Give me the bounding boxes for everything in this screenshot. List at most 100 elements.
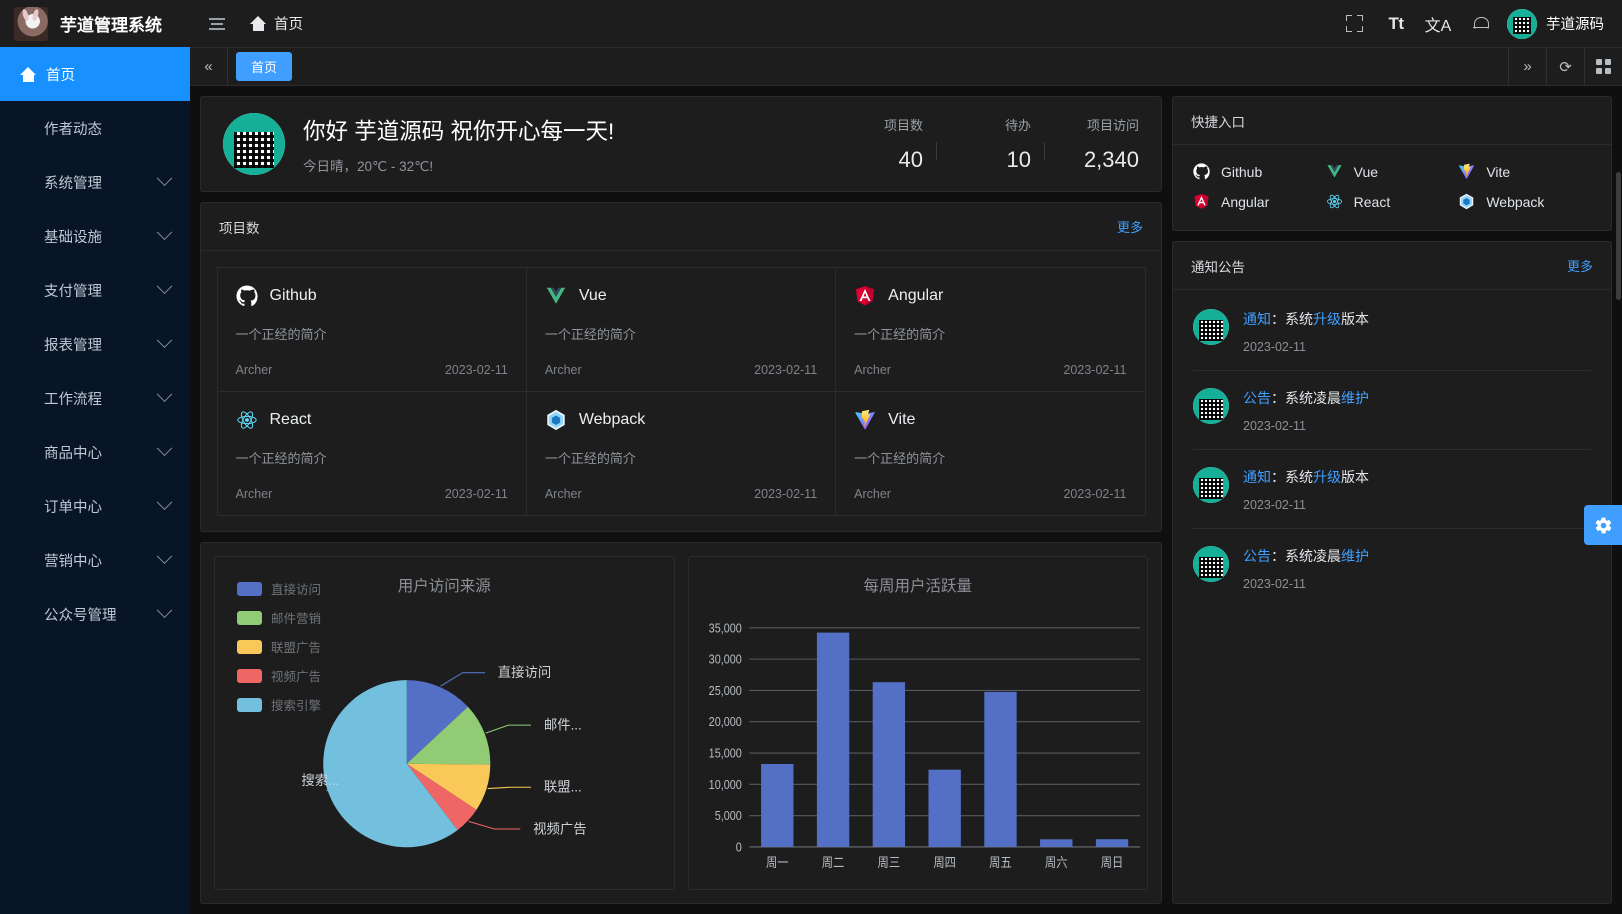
bar-rect[interactable] bbox=[1039, 839, 1072, 847]
project-footer: Archer 2023-02-11 bbox=[854, 487, 1126, 501]
angular-icon bbox=[1194, 193, 1209, 209]
sidebar-item-marketing[interactable]: 营销中心 bbox=[0, 533, 190, 587]
quick-entry-item[interactable]: Webpack bbox=[1458, 193, 1591, 210]
rabbit-logo-icon bbox=[14, 6, 48, 41]
bar-rect[interactable] bbox=[816, 632, 849, 847]
stat-label: 项目访问 bbox=[1086, 118, 1139, 133]
legend-item[interactable]: 直接访问 bbox=[237, 579, 321, 598]
project-card[interactable]: Github 一个正经的简介 Archer 2023-02-11 bbox=[216, 266, 527, 392]
chevron-down-icon bbox=[156, 169, 173, 186]
bar-x-tick-label: 周三 bbox=[877, 855, 900, 870]
bell-icon[interactable] bbox=[1459, 0, 1501, 47]
sidebar-item-workflow[interactable]: 工作流程 bbox=[0, 371, 190, 425]
bar-chart[interactable]: 每周用户活跃量 0 5,000 10,000 15,000 20,000 25,000 30… bbox=[687, 556, 1148, 890]
notice-avatar bbox=[1193, 546, 1229, 582]
notice-item[interactable]: 公告：系统凌晨维护 2023-02-11 bbox=[1193, 529, 1591, 607]
fullscreen-icon[interactable] bbox=[1333, 0, 1375, 47]
project-card[interactable]: Webpack 一个正经的简介 Archer 2023-02-11 bbox=[525, 390, 837, 516]
notice-item[interactable]: 通知：系统升级版本 2023-02-11 bbox=[1193, 292, 1591, 371]
bar-rect[interactable] bbox=[872, 682, 905, 847]
quick-entry-item[interactable]: React bbox=[1326, 193, 1459, 210]
user-menu[interactable]: 芋道源码 bbox=[1507, 8, 1608, 39]
notices-more-link[interactable]: 更多 bbox=[1566, 259, 1593, 274]
project-card[interactable]: Vue 一个正经的简介 Archer 2023-02-11 bbox=[525, 266, 837, 392]
greeting-avatar bbox=[223, 113, 285, 175]
pie-slice[interactable] bbox=[406, 706, 491, 765]
project-date: 2023-02-11 bbox=[444, 486, 508, 501]
notice-item[interactable]: 通知：系统升级版本 2023-02-11 bbox=[1193, 450, 1591, 529]
menu-toggle-icon[interactable] bbox=[200, 17, 234, 30]
tabs-scroll-left-icon[interactable]: « bbox=[190, 48, 228, 85]
notice-suffix: 版本 bbox=[1341, 311, 1369, 327]
legend-item[interactable]: 邮件营销 bbox=[237, 608, 321, 627]
tabs-scroll-right-icon[interactable]: » bbox=[1508, 48, 1546, 85]
pie-slice[interactable] bbox=[406, 763, 491, 810]
sidebar-item-home[interactable]: 首页 bbox=[0, 47, 190, 101]
bar-x-tick-label: 周五 bbox=[989, 855, 1012, 870]
quick-entry-item[interactable]: Vite bbox=[1458, 163, 1591, 180]
project-card[interactable]: Angular 一个正经的简介 Archer 2023-02-11 bbox=[835, 266, 1146, 392]
pie-leader-line bbox=[326, 780, 353, 792]
content-scrollbar[interactable] bbox=[1616, 172, 1621, 300]
project-card[interactable]: Vite 一个正经的简介 Archer 2023-02-11 bbox=[835, 390, 1146, 516]
stat-label: 待办 bbox=[1004, 118, 1031, 133]
user-name: 芋道源码 bbox=[1546, 17, 1604, 33]
sidebar-item-system[interactable]: 系统管理 bbox=[0, 155, 190, 209]
pie-chart-canvas: 直接访问 邮件... 联盟... 视频广告 搜索... bbox=[215, 557, 674, 889]
notice-title: 公告：系统凌晨维护 bbox=[1243, 546, 1591, 566]
notice-title: 公告：系统凌晨维护 bbox=[1243, 388, 1591, 408]
settings-drawer-button[interactable] bbox=[1584, 505, 1622, 545]
projects-more-link[interactable]: 更多 bbox=[1116, 220, 1143, 235]
legend-item[interactable]: 视频广告 bbox=[237, 666, 321, 685]
refresh-icon[interactable]: ⟳ bbox=[1546, 48, 1584, 85]
project-footer: Archer 2023-02-11 bbox=[854, 363, 1126, 377]
pie-slice[interactable] bbox=[406, 763, 477, 830]
bar-rect[interactable] bbox=[983, 691, 1017, 847]
project-name: Webpack bbox=[578, 410, 646, 428]
notice-item[interactable]: 公告：系统凌晨维护 2023-02-11 bbox=[1193, 371, 1591, 450]
pie-slice[interactable] bbox=[406, 680, 468, 764]
tab-home[interactable]: 首页 bbox=[236, 52, 293, 81]
pie-chart-legend[interactable]: 直接访问 邮件营销 联盟广告 视频广告 搜索引擎 bbox=[237, 579, 321, 724]
notices-list: 通知：系统升级版本 2023-02-11 公告：系统凌晨维护 2023-02-1… bbox=[1173, 290, 1611, 615]
project-date: 2023-02-11 bbox=[444, 362, 508, 377]
project-card[interactable]: React 一个正经的简介 Archer 2023-02-11 bbox=[216, 390, 527, 516]
project-footer: Archer 2023-02-11 bbox=[545, 487, 817, 501]
sidebar-item-payment[interactable]: 支付管理 bbox=[0, 263, 190, 317]
pie-slice-label: 视频广告 bbox=[533, 821, 587, 836]
project-desc: 一个正经的简介 bbox=[235, 450, 327, 466]
notice-type: 公告 bbox=[1243, 548, 1271, 564]
top-header: 首页 Tt 文A 芋道源码 bbox=[190, 0, 1622, 47]
translate-icon[interactable]: 文A bbox=[1424, 17, 1452, 35]
pie-slice[interactable] bbox=[323, 680, 458, 848]
app-title: 芋道管理系统 bbox=[60, 16, 162, 35]
project-card-head: Vue bbox=[545, 285, 817, 307]
quick-entry-label: Webpack bbox=[1486, 193, 1545, 210]
greeting-stats: 项目数 40 待办 10 项目访问 2,340 bbox=[845, 115, 1139, 173]
sidebar-item-product[interactable]: 商品中心 bbox=[0, 425, 190, 479]
quick-entry-header: 快捷入口 bbox=[1173, 97, 1611, 145]
sidebar-item-author-news[interactable]: 作者动态 bbox=[0, 101, 190, 155]
bar-rect[interactable] bbox=[760, 763, 793, 847]
bar-rect[interactable] bbox=[927, 769, 961, 847]
legend-swatch bbox=[237, 610, 262, 625]
sidebar-logo[interactable]: 芋道管理系统 bbox=[0, 0, 190, 47]
tabs-layout-icon[interactable] bbox=[1584, 48, 1622, 85]
sidebar-item-report[interactable]: 报表管理 bbox=[0, 317, 190, 371]
font-size-icon[interactable]: Tt bbox=[1388, 13, 1404, 33]
legend-item[interactable]: 搜索引擎 bbox=[237, 695, 321, 714]
sidebar-item-infra[interactable]: 基础设施 bbox=[0, 209, 190, 263]
project-author: Archer bbox=[235, 486, 273, 501]
bar-rect[interactable] bbox=[1095, 839, 1128, 847]
legend-item[interactable]: 联盟广告 bbox=[237, 637, 321, 656]
notice-type: 通知 bbox=[1243, 469, 1271, 485]
pie-chart[interactable]: 用户访问来源 直接访问 邮件营销 联盟广告 视频广告 搜索引擎 直接访问 邮件..… bbox=[214, 556, 675, 890]
quick-entry-item[interactable]: Vue bbox=[1326, 163, 1459, 180]
notice-keyword: 维护 bbox=[1341, 548, 1369, 564]
quick-entry-item[interactable]: Angular bbox=[1193, 193, 1326, 210]
sidebar-item-order[interactable]: 订单中心 bbox=[0, 479, 190, 533]
quick-entry-item[interactable]: Github bbox=[1193, 163, 1326, 180]
legend-label: 联盟广告 bbox=[271, 641, 322, 655]
sidebar-item-mp[interactable]: 公众号管理 bbox=[0, 587, 190, 641]
breadcrumb[interactable]: 首页 bbox=[250, 13, 303, 34]
